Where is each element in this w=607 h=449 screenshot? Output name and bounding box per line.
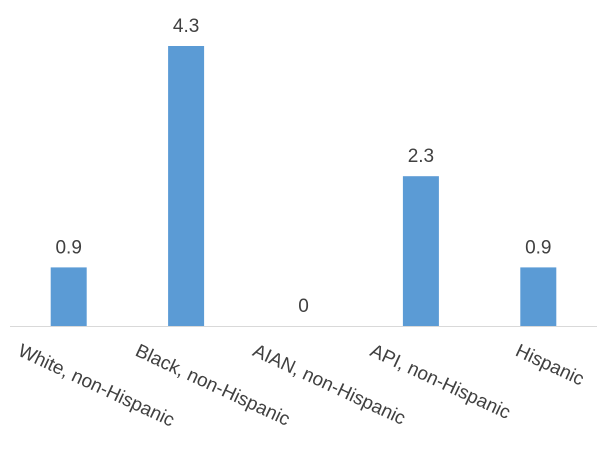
bar-1 <box>168 46 205 326</box>
data-label-0: 0.9 <box>55 237 81 258</box>
data-label-3: 2.3 <box>408 146 434 167</box>
data-label-1: 4.3 <box>173 16 199 37</box>
bar-4 <box>520 267 557 326</box>
bar-3 <box>402 176 439 326</box>
bars-layer <box>50 46 557 326</box>
data-label-2: 0 <box>298 296 309 317</box>
category-label-4: Hispanic <box>512 340 587 390</box>
data-label-4: 0.9 <box>525 237 551 258</box>
bar-0 <box>50 267 87 326</box>
data-labels-layer: 0.9 4.3 0 2.3 0.9 <box>55 16 551 317</box>
